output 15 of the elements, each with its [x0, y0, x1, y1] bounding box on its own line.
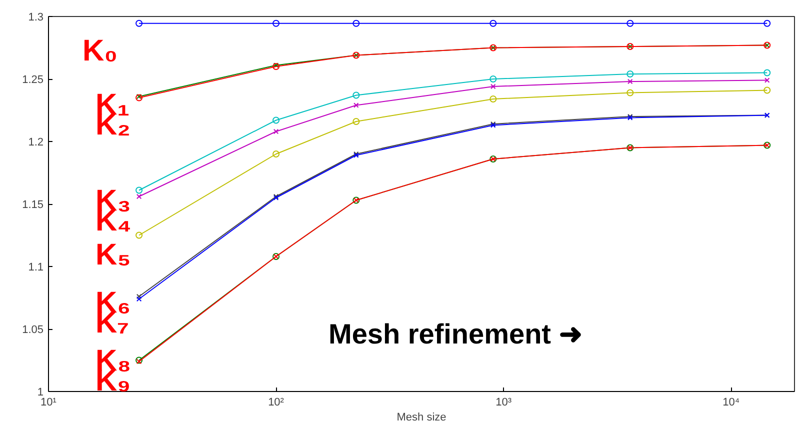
y-tick-label: 1.2 — [28, 136, 44, 148]
y-tick-label: 1.25 — [22, 74, 44, 86]
y-tick-label: 1.1 — [28, 262, 44, 274]
y-tick-label: 1.05 — [22, 324, 44, 336]
y-tick-label: 1 — [37, 386, 44, 398]
annotation: K₅ — [96, 238, 131, 272]
x-tick-label: 10⁴ — [722, 396, 740, 408]
x-tick-label: 10¹ — [40, 396, 57, 408]
x-tick-label: 10² — [268, 396, 284, 408]
x-tick-label: 10³ — [496, 396, 512, 408]
annotation: K₀ — [82, 34, 118, 68]
y-tick-label: 1.3 — [28, 12, 44, 24]
x-axis-title: Mesh size — [396, 412, 446, 424]
annotation: Mesh refinement ➜ — [328, 318, 582, 350]
y-tick-label: 1.15 — [22, 199, 44, 211]
